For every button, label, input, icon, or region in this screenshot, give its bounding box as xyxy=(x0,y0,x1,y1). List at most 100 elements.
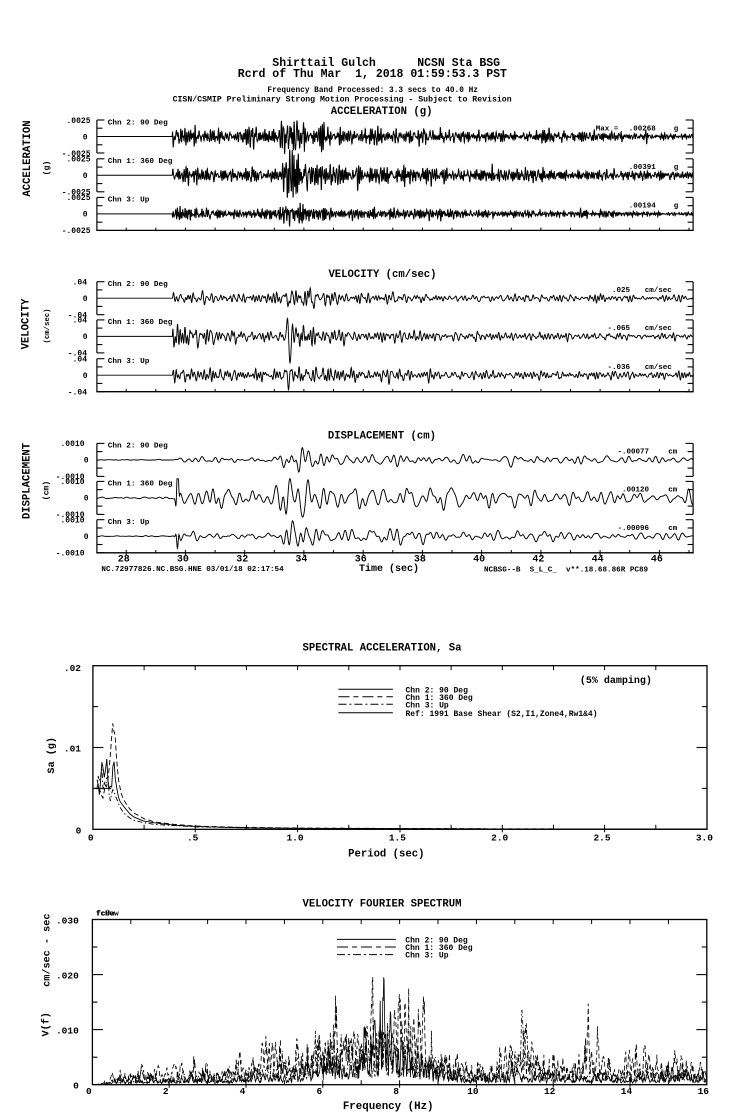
svg-text:0: 0 xyxy=(83,295,88,304)
svg-text:cm: cm xyxy=(668,487,678,495)
svg-text:-.0010: -.0010 xyxy=(56,473,85,482)
svg-text:.025: .025 xyxy=(612,287,631,295)
svg-text:-.0010: -.0010 xyxy=(56,550,85,559)
svg-text:ACCELERATION: ACCELERATION xyxy=(22,120,34,196)
svg-text:-.04: -.04 xyxy=(68,389,87,398)
svg-text:-.00077: -.00077 xyxy=(617,449,649,457)
svg-text:0: 0 xyxy=(88,833,94,844)
svg-text:14: 14 xyxy=(621,1086,633,1097)
svg-text:.0010: .0010 xyxy=(60,440,84,449)
svg-text:cm/sec: cm/sec xyxy=(645,287,673,295)
svg-text:.0010: .0010 xyxy=(60,478,84,487)
svg-text:Chn 1: 360 Deg: Chn 1: 360 Deg xyxy=(108,319,173,327)
svg-text:0: 0 xyxy=(83,172,88,181)
svg-text:1.0: 1.0 xyxy=(286,833,303,844)
svg-text:fcU̇w: fcU̇w xyxy=(96,910,115,919)
svg-text:Chn 2: 90 Deg: Chn 2: 90 Deg xyxy=(405,937,468,946)
svg-text:Chn 2: 90 Deg: Chn 2: 90 Deg xyxy=(108,119,168,127)
svg-text:40: 40 xyxy=(473,555,485,566)
svg-text:(cm/sec): (cm/sec) xyxy=(44,308,52,343)
svg-text:.04: .04 xyxy=(73,279,88,288)
svg-text:Time (sec): Time (sec) xyxy=(359,563,419,575)
svg-text:Chn 2: 90 Deg: Chn 2: 90 Deg xyxy=(406,686,469,695)
svg-text:38: 38 xyxy=(414,555,426,566)
svg-text:Chn 3: Up: Chn 3: Up xyxy=(405,952,448,961)
svg-text:3.0: 3.0 xyxy=(696,833,713,844)
svg-text:.00268: .00268 xyxy=(629,125,657,133)
svg-text:0: 0 xyxy=(83,372,88,381)
svg-text:.0010: .0010 xyxy=(60,517,84,526)
svg-text:.0025: .0025 xyxy=(66,117,90,126)
svg-text:ACCELERATION (g): ACCELERATION (g) xyxy=(331,106,433,118)
svg-text:Chn 2: 90 Deg: Chn 2: 90 Deg xyxy=(108,443,168,451)
svg-text:Frequency (Hz): Frequency (Hz) xyxy=(343,1101,434,1113)
svg-text:Chn 3: Up: Chn 3: Up xyxy=(108,358,150,366)
svg-text:(g): (g) xyxy=(42,161,52,176)
svg-text:-.0025: -.0025 xyxy=(62,189,91,198)
svg-text:.0025: .0025 xyxy=(66,194,90,203)
svg-text:VELOCITY (cm/sec): VELOCITY (cm/sec) xyxy=(328,269,436,281)
svg-text:0: 0 xyxy=(73,1080,79,1091)
svg-text:-.04: -.04 xyxy=(68,350,87,359)
svg-text:0: 0 xyxy=(86,1086,92,1097)
svg-text:0: 0 xyxy=(84,495,89,504)
svg-text:Shirttail Gulch NCSN Sta: Shirttail Gulch NCSN Sta BSG xyxy=(272,57,500,70)
svg-text:Chn 1: 360 Deg: Chn 1: 360 Deg xyxy=(108,481,173,489)
svg-text:30: 30 xyxy=(177,555,189,566)
svg-text:8: 8 xyxy=(393,1086,399,1097)
svg-text:Chn 1: 360 Deg: Chn 1: 360 Deg xyxy=(108,158,173,166)
svg-text:-.00096: -.00096 xyxy=(617,525,649,533)
svg-text:0: 0 xyxy=(76,825,82,836)
svg-text:34: 34 xyxy=(295,555,307,566)
svg-text:-.065: -.065 xyxy=(607,325,630,333)
svg-text:0: 0 xyxy=(83,211,88,220)
svg-text:0: 0 xyxy=(83,133,88,142)
svg-text:-.036: -.036 xyxy=(607,364,630,372)
svg-text:cm/sec: cm/sec xyxy=(645,364,673,372)
svg-text:2.5: 2.5 xyxy=(593,833,610,844)
svg-text:Max =: Max = xyxy=(596,125,619,133)
svg-text:2.0: 2.0 xyxy=(491,833,508,844)
svg-text:0: 0 xyxy=(83,333,88,342)
svg-text:Chn 3: Up: Chn 3: Up xyxy=(108,519,150,527)
svg-text:-.04: -.04 xyxy=(68,312,87,321)
svg-text:Rcrd of Thu Mar 1, 2018 01:59: Rcrd of Thu Mar 1, 2018 01:59:53.3 PST xyxy=(238,68,507,81)
svg-text:SPECTRAL ACCELERATION, Sa: SPECTRAL ACCELERATION, Sa xyxy=(303,643,463,655)
svg-text:-.0025: -.0025 xyxy=(62,227,91,236)
svg-text:CISN/CSMIP Preliminary Strong: CISN/CSMIP Preliminary Strong Motion Pro… xyxy=(173,95,512,105)
svg-text:Chn 3: Up: Chn 3: Up xyxy=(108,197,150,205)
svg-text:16: 16 xyxy=(698,1086,710,1097)
svg-text:32: 32 xyxy=(236,555,248,566)
svg-text:10: 10 xyxy=(467,1086,479,1097)
svg-text:Ref: 1991 Base Shear (S2,I1,Zo: Ref: 1991 Base Shear (S2,I1,Zone4,Rw1&4) xyxy=(406,710,598,719)
svg-text:(cm): (cm) xyxy=(42,481,52,501)
svg-text:g: g xyxy=(674,125,679,133)
svg-text:12: 12 xyxy=(544,1086,556,1097)
svg-text:g: g xyxy=(674,203,679,211)
svg-text:.00391: .00391 xyxy=(629,164,657,172)
svg-text:.04: .04 xyxy=(73,356,88,365)
svg-text:4: 4 xyxy=(240,1086,246,1097)
svg-text:Chn 1: 360 Deg: Chn 1: 360 Deg xyxy=(405,944,472,953)
svg-text:42: 42 xyxy=(532,555,544,566)
svg-text:.030: .030 xyxy=(56,915,79,926)
svg-text:.04: .04 xyxy=(73,317,88,326)
svg-text:36: 36 xyxy=(355,555,367,566)
svg-text:cm/sec - sec: cm/sec - sec xyxy=(42,914,54,987)
svg-text:cm: cm xyxy=(668,525,678,533)
svg-text:Frequency Band Processed: 3.3: Frequency Band Processed: 3.3 secs to 40… xyxy=(267,87,478,95)
svg-text:2: 2 xyxy=(163,1086,169,1097)
svg-text:DISPLACEMENT: DISPLACEMENT xyxy=(22,442,34,519)
svg-text:Sa (g): Sa (g) xyxy=(46,737,58,774)
svg-text:NC.72977826.NC.BSG.HNE 03/01/1: NC.72977826.NC.BSG.HNE 03/01/18 02:17:54 xyxy=(101,566,284,574)
svg-text:Chn 3: Up: Chn 3: Up xyxy=(406,701,449,710)
svg-text:fcHow: fcHow xyxy=(96,911,119,919)
svg-text:.5: .5 xyxy=(187,833,199,844)
svg-text:(5% damping): (5% damping) xyxy=(580,675,652,687)
svg-text:-.0010: -.0010 xyxy=(56,511,85,520)
svg-text:.00194: .00194 xyxy=(629,203,657,211)
svg-text:.00120: .00120 xyxy=(622,487,650,495)
svg-text:Chn 1: 360 Deg: Chn 1: 360 Deg xyxy=(406,694,473,703)
svg-text:46: 46 xyxy=(651,555,663,566)
svg-text:g: g xyxy=(674,164,679,172)
